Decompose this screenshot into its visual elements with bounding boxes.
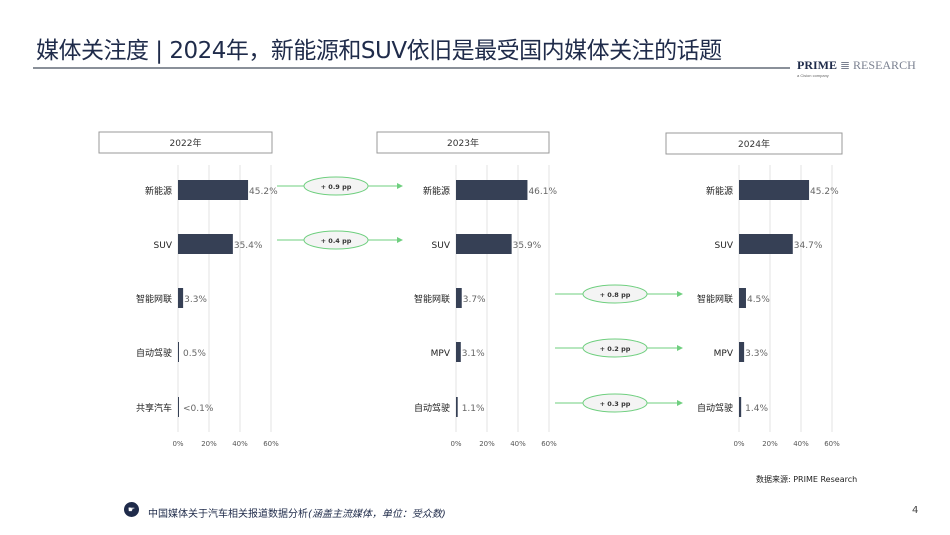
x-tick-label: 40% [232,440,248,448]
x-tick-label: 0% [733,440,744,448]
data-label: 4.5% [747,295,770,305]
year-box [665,132,843,155]
year-label: 2022年 [170,137,202,149]
data-label: 45.2% [249,187,278,197]
bar [739,288,746,308]
bar [456,180,528,200]
data-label: 0.5% [183,349,206,359]
change-label: + 0.2 pp [600,345,631,353]
change-label: + 0.3 pp [600,400,631,408]
bar [178,234,233,254]
title-divider [33,67,790,69]
x-tick-label: 40% [510,440,526,448]
x-tick-label: 40% [793,440,809,448]
data-label: 1.1% [462,404,485,414]
change-bubble [582,338,648,358]
x-tick-label: 20% [201,440,217,448]
category-label: 新能源 [423,185,450,197]
bar [739,342,745,362]
bar [178,288,184,308]
data-label: 34.7% [794,241,823,251]
arrow-head [397,183,403,189]
data-label: 3.3% [184,295,207,305]
bar [739,397,742,417]
x-tick-label: 60% [263,440,279,448]
category-label: 新能源 [706,185,733,197]
data-source: 数据来源: PRIME Research [756,475,858,484]
data-label: 1.4% [745,404,768,414]
category-label: MPV [431,349,451,359]
bar [739,234,793,254]
prime-research-logo: PRIME ≣ RESEARCH a Cision company [797,58,916,78]
footer-note: 中国媒体关于汽车相关报道数据分析(涵盖主流媒体，单位：受众数) [148,505,446,520]
category-label: 自动驾驶 [414,402,450,414]
year-label: 2023年 [447,137,479,149]
category-label: 新能源 [145,185,172,197]
category-label: SUV [715,241,734,251]
page-number: 4 [912,505,919,516]
data-label: 3.7% [463,295,486,305]
change-bubble [582,284,648,304]
category-label: 智能网联 [697,293,733,305]
bar [456,342,461,362]
x-tick-label: 0% [172,440,183,448]
data-label: 35.9% [513,241,542,251]
change-bubble [303,176,369,196]
category-label: 智能网联 [136,293,172,305]
arrow-head [397,237,403,243]
category-label: 自动驾驶 [136,347,172,359]
data-label: <0.1% [183,404,214,414]
data-label: 45.2% [810,187,839,197]
arrow-head [677,345,683,351]
x-tick-label: 60% [824,440,840,448]
hand-pointing-icon: ☛ [124,502,139,517]
x-tick-label: 60% [541,440,557,448]
year-box [98,131,273,154]
category-label: SUV [154,241,173,251]
footer-note-text: 中国媒体关于汽车相关报道数据分析 [148,509,308,520]
data-label: 3.1% [462,349,485,359]
change-label: + 0.9 pp [321,183,352,191]
x-tick-label: 20% [479,440,495,448]
page-title: 媒体关注度 | 2024年，新能源和SUV依旧是最受国内媒体关注的话题 [36,38,722,64]
bar [178,342,179,362]
bar [739,180,810,200]
bar [456,397,458,417]
bar [178,397,179,417]
x-tick-label: 20% [762,440,778,448]
data-label: 46.1% [528,187,557,197]
arrow-head [677,400,683,406]
category-label: SUV [432,241,451,251]
change-label: + 0.8 pp [600,291,631,299]
category-label: 共享汽车 [136,402,172,414]
data-label: 35.4% [234,241,263,251]
bar [456,288,462,308]
data-label: 3.3% [745,349,768,359]
category-label: MPV [714,349,734,359]
year-box [376,131,550,154]
category-label: 智能网联 [414,293,450,305]
change-bubble [303,230,369,250]
arrow-head [677,291,683,297]
x-tick-label: 0% [450,440,461,448]
change-label: + 0.4 pp [321,237,352,245]
footer-note-italic: (涵盖主流媒体，单位：受众数) [308,509,446,520]
change-bubble [582,393,648,413]
category-label: 自动驾驶 [697,402,733,414]
bar [178,180,249,200]
bar [456,234,512,254]
year-label: 2024年 [738,138,770,150]
